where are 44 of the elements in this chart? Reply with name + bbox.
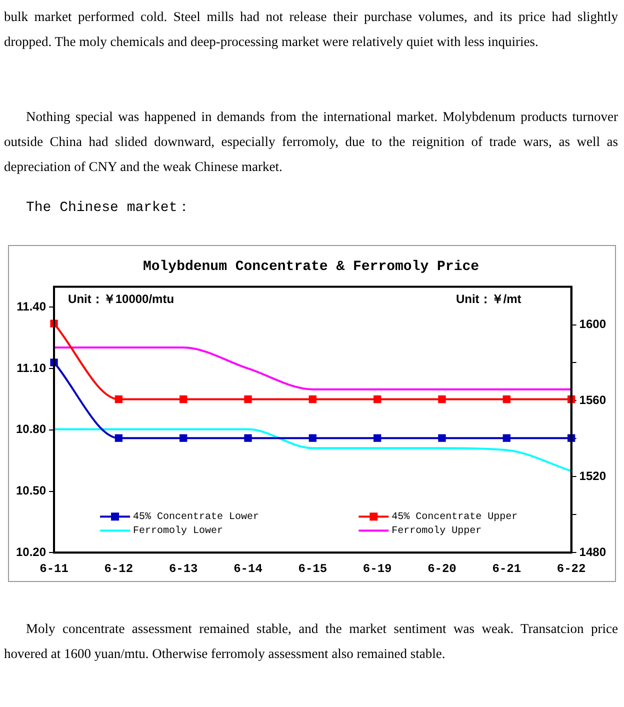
point bbox=[180, 434, 188, 442]
point bbox=[438, 395, 446, 404]
y-tick-label: 11.10 bbox=[16, 360, 46, 375]
point bbox=[374, 434, 382, 442]
y2-tick-label: 1480 bbox=[579, 544, 606, 559]
point bbox=[502, 434, 510, 442]
x-tick-label: 6-14 bbox=[234, 562, 262, 576]
y2-tick-label: 1560 bbox=[579, 393, 606, 408]
legend-label: Ferromoly Lower bbox=[133, 525, 224, 538]
text: bulk market performed cold. Steel mills had not release their purchase volumes, and its price had slightly dropped. The moly chemicals and deep-processing market were relatively quiet with less inquiries. bbox=[4, 8, 618, 51]
text: Nothing special was happened in demands from the international market. Molybdenum products turnover outside China had slided downward, especially ferromoly, due to the reignition of trade wars, as well as depreciation of CNY and the weak Chinese market. bbox=[4, 108, 618, 176]
chart-title: Molybdenum Concentrate & Ferromoly Price bbox=[142, 258, 480, 275]
y2-axis-title: Unit：￥/mt bbox=[456, 292, 522, 306]
point bbox=[308, 434, 316, 442]
y-tick-label: 10.50 bbox=[16, 484, 46, 498]
point bbox=[180, 395, 188, 404]
y-tick-label: 10.20 bbox=[16, 544, 46, 559]
legend-label: Ferromoly Upper bbox=[392, 525, 482, 538]
text: The Chinese market： bbox=[25, 199, 192, 218]
x-tick-label: 6-13 bbox=[168, 562, 198, 576]
point bbox=[374, 395, 382, 404]
x-tick-label: 6-12 bbox=[104, 562, 134, 576]
x-tick-label: 6-22 bbox=[556, 562, 586, 576]
text: Moly concentrate assessment remained stable, and the market sentiment was weak. Transatcion price hovered at 1600 yuan/mtu. Otherwise ferromoly assessment also remained stable. bbox=[4, 620, 618, 663]
x-tick-label: 6-15 bbox=[298, 562, 328, 576]
y2-tick-label: 1600 bbox=[579, 317, 606, 332]
point bbox=[114, 395, 123, 404]
y-axis-title: Unit：￥10000/mtu bbox=[68, 292, 174, 306]
y2-tick-label: 1520 bbox=[579, 468, 606, 483]
point bbox=[502, 395, 510, 404]
point bbox=[308, 395, 316, 404]
point bbox=[438, 434, 446, 442]
line-series bbox=[53, 428, 572, 472]
x-tick-label: 6-21 bbox=[492, 562, 522, 576]
legend-label: 45% Concentrate Upper bbox=[392, 512, 518, 524]
point bbox=[244, 434, 252, 442]
legend-label: 45% Concentrate Lower bbox=[133, 512, 260, 524]
point bbox=[244, 395, 252, 404]
y-tick-label: 11.40 bbox=[16, 300, 46, 314]
x-tick-label: 6-19 bbox=[362, 562, 392, 576]
x-tick-label: 6-11 bbox=[40, 562, 68, 576]
y-tick-label: 10.80 bbox=[16, 422, 46, 436]
x-tick-label: 6-20 bbox=[428, 562, 456, 576]
point bbox=[114, 434, 123, 442]
